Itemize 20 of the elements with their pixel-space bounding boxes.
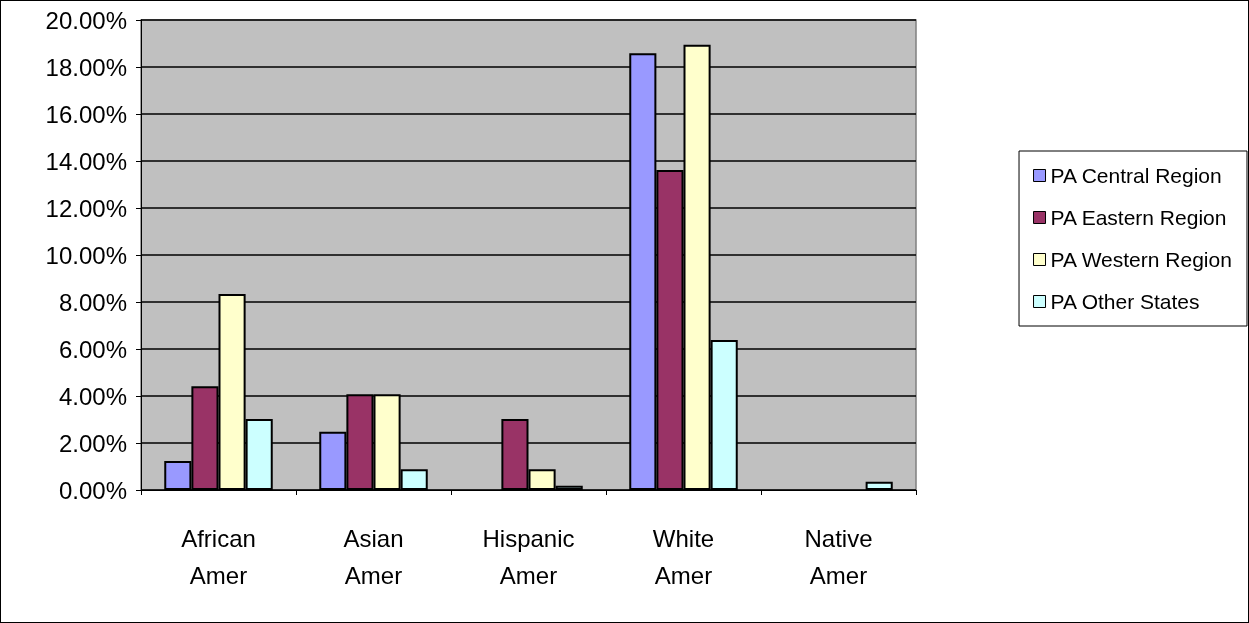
y-tick-label: 0.00%	[58, 476, 127, 504]
legend-label: PA Other States	[1050, 290, 1200, 313]
y-tick-label: 6.00%	[58, 335, 127, 363]
x-tick-label: Native Amer	[804, 525, 873, 589]
legend-label: PA Central Region	[1050, 164, 1222, 187]
x-tick-label: Asian Amer	[343, 525, 404, 589]
y-tick-label: 12.00%	[45, 194, 127, 222]
y-tick-label: 2.00%	[58, 429, 127, 457]
x-tick-label: White Amer	[652, 525, 715, 589]
y-tick-label: 20.00%	[45, 6, 127, 34]
y-tick-label: 8.00%	[58, 288, 127, 316]
x-tick-label: Hispanic Amer	[482, 525, 575, 589]
legend-label: PA Eastern Region	[1050, 206, 1227, 229]
y-tick-label: 10.00%	[45, 241, 127, 269]
y-tick-label: 16.00%	[45, 100, 127, 128]
y-tick-label: 14.00%	[45, 147, 127, 175]
y-tick-label: 18.00%	[45, 53, 127, 81]
x-tick-label: African Amer	[181, 525, 256, 589]
legend-label: PA Western Region	[1050, 248, 1232, 271]
y-tick-label: 4.00%	[58, 382, 127, 410]
